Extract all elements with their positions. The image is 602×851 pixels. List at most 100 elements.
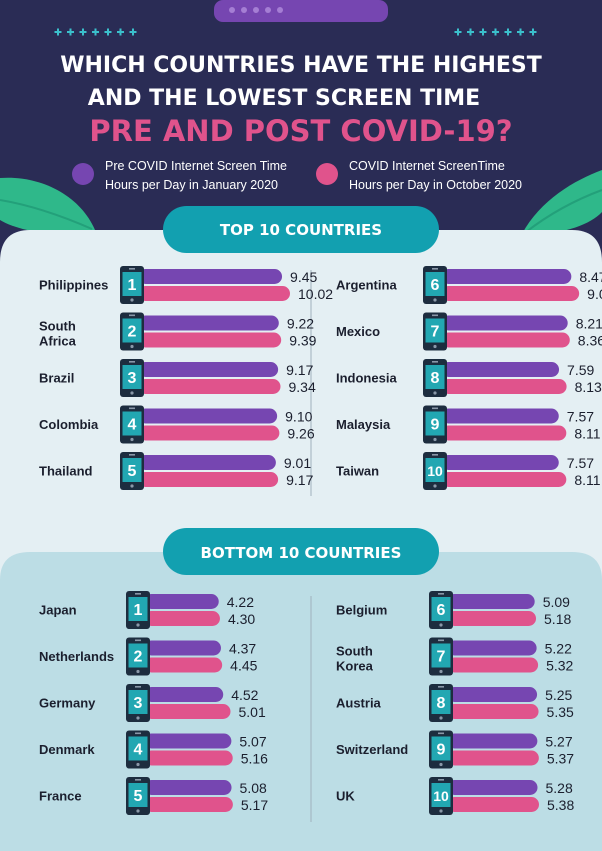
phone-speaker: [135, 639, 141, 642]
phone-screen: [128, 736, 148, 761]
phone-screen: [128, 690, 148, 714]
rank-number: 8: [437, 695, 446, 712]
phone-button: [136, 716, 140, 720]
value-label-pre: 5.28: [546, 780, 573, 796]
value-label-pre: 9.17: [286, 362, 313, 378]
rank-number: 3: [134, 695, 143, 712]
bar-post: [144, 611, 220, 626]
value-label-pre: 4.37: [229, 641, 256, 657]
phone-speaker: [129, 361, 135, 363]
phone-screen: [128, 643, 148, 668]
phone-screen: [431, 643, 451, 668]
plus-sign: [482, 28, 484, 36]
country-label: Brazil: [39, 371, 74, 386]
phone-button: [136, 623, 140, 627]
country-label: Denmark: [39, 742, 95, 757]
bar-post: [144, 797, 233, 812]
country-label: Malaysia: [336, 417, 391, 432]
country-label: Austria: [336, 696, 382, 711]
phone-button: [433, 391, 437, 395]
plus-sign: [469, 28, 472, 36]
title-line-3: PRE AND POST COVID-19?: [89, 114, 512, 148]
phone-screen: [122, 365, 142, 389]
value-label-post: 9.26: [287, 426, 314, 442]
phone-button: [433, 344, 437, 349]
legend-pre-label-line2: Hours per Day in January 2020: [105, 178, 278, 192]
phone-button: [136, 762, 140, 767]
value-label-post: 8.13: [575, 379, 602, 395]
plus-sign: [519, 28, 522, 36]
plus-sign: [94, 28, 97, 36]
tab-dot: [265, 7, 271, 13]
title-line-2: AND THE LOWEST SCREEN TIME: [88, 86, 480, 111]
value-label-pre: 5.27: [545, 734, 572, 750]
value-label-post: 5.16: [241, 751, 268, 767]
phone-speaker: [135, 779, 141, 781]
phone-speaker: [438, 593, 444, 595]
legend-pre-label-line1: Pre COVID Internet Screen Time: [105, 159, 287, 173]
phone-screen: [122, 318, 142, 343]
bar-post: [144, 704, 231, 719]
plus-sign: [507, 28, 509, 36]
value-label-post: 9.39: [289, 333, 316, 349]
bar-pre: [447, 780, 538, 795]
bar-pre: [138, 315, 279, 331]
value-label-pre: 5.09: [543, 594, 570, 610]
phone-speaker: [135, 686, 141, 688]
value-label-post: 9.34: [288, 379, 315, 395]
phone-button: [136, 669, 140, 674]
phone-button: [130, 344, 134, 349]
rank-number: 10: [427, 463, 443, 479]
tab-dot: [277, 7, 283, 13]
bar-pre: [138, 269, 283, 284]
sparkle-decoration-left: [54, 28, 137, 36]
rank-number: 5: [128, 463, 137, 480]
plus-sign: [82, 28, 84, 36]
value-label-post: 9.03: [587, 286, 602, 302]
rank-number: 7: [431, 324, 440, 341]
phone-speaker: [129, 407, 135, 410]
phone-button: [439, 716, 443, 720]
bar-post: [447, 611, 537, 626]
rank-number: 10: [433, 788, 449, 804]
bar-post: [144, 657, 223, 673]
bar-pre: [144, 640, 221, 656]
rank-number: 6: [437, 602, 446, 619]
bar-pre: [144, 733, 232, 749]
phone-speaker: [438, 639, 444, 642]
rank-number: 1: [134, 602, 143, 619]
bar-pre: [441, 362, 560, 377]
sparkle-decoration-right: [454, 28, 537, 36]
phone-speaker: [129, 268, 135, 270]
plus-sign: [457, 28, 459, 36]
phone-speaker: [438, 779, 444, 781]
phone-speaker: [438, 732, 444, 735]
bar-pre: [138, 362, 279, 377]
rank-number: 2: [134, 649, 143, 666]
country-label: Japan: [39, 603, 77, 618]
country-label: Germany: [39, 696, 96, 711]
phone-screen: [122, 458, 142, 482]
phone-screen: [128, 783, 148, 807]
value-label-pre: 8.21: [576, 316, 602, 332]
country-label-line: Korea: [336, 659, 374, 674]
phone-screen: [431, 736, 451, 761]
plus-sign: [494, 28, 497, 36]
leaf-decoration-left-vein: [0, 199, 93, 230]
top-section-title: TOP 10 COUNTRIES: [220, 221, 382, 239]
phone-button: [130, 391, 134, 395]
leaf-decoration-right-vein: [525, 189, 602, 233]
value-label-pre: 5.08: [240, 780, 267, 796]
bar-pre: [144, 687, 224, 702]
country-label: Argentina: [336, 278, 397, 293]
country-label: UK: [336, 789, 355, 804]
phone-screen: [431, 597, 451, 621]
bar-pre: [138, 408, 278, 424]
bar-post: [447, 750, 539, 766]
value-label-post: 5.17: [241, 797, 268, 813]
value-label-post: 5.18: [544, 611, 571, 627]
bar-pre: [447, 733, 538, 749]
value-label-pre: 8.47: [579, 269, 602, 285]
phone-screen: [425, 272, 445, 296]
